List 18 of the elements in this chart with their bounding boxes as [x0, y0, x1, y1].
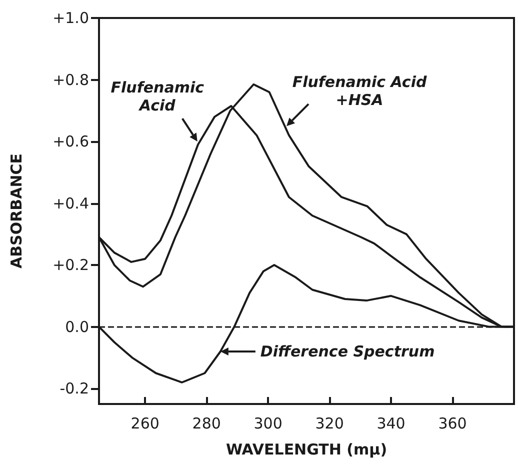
annotation: Flufenamic Acid +HSA	[292, 73, 427, 110]
y-tick-label: +1.0	[52, 9, 89, 27]
y-tick-label: +0.4	[52, 194, 89, 212]
y-tick-label: +0.6	[52, 132, 89, 151]
y-axis-title: ABSORBANCE	[8, 154, 26, 268]
annotation: Flufenamic Acid	[110, 78, 204, 115]
x-tick-label: 300	[254, 414, 282, 432]
x-tick-label: 340	[376, 414, 406, 432]
y-tick-label: +0.2	[52, 256, 89, 274]
x-tick-label: 280	[192, 414, 221, 432]
annotation: Difference Spectrum	[260, 342, 435, 361]
y-tick-label: 0.0	[65, 318, 89, 336]
x-tick-label: 260	[130, 414, 160, 432]
x-tick-label: 360	[438, 414, 467, 432]
y-tick-label: +0.8	[52, 70, 89, 89]
y-tick-label: -0.2	[60, 380, 89, 398]
x-axis-title: WAVELENGTH (mμ)	[226, 440, 388, 458]
x-tick-label: 320	[315, 414, 344, 432]
